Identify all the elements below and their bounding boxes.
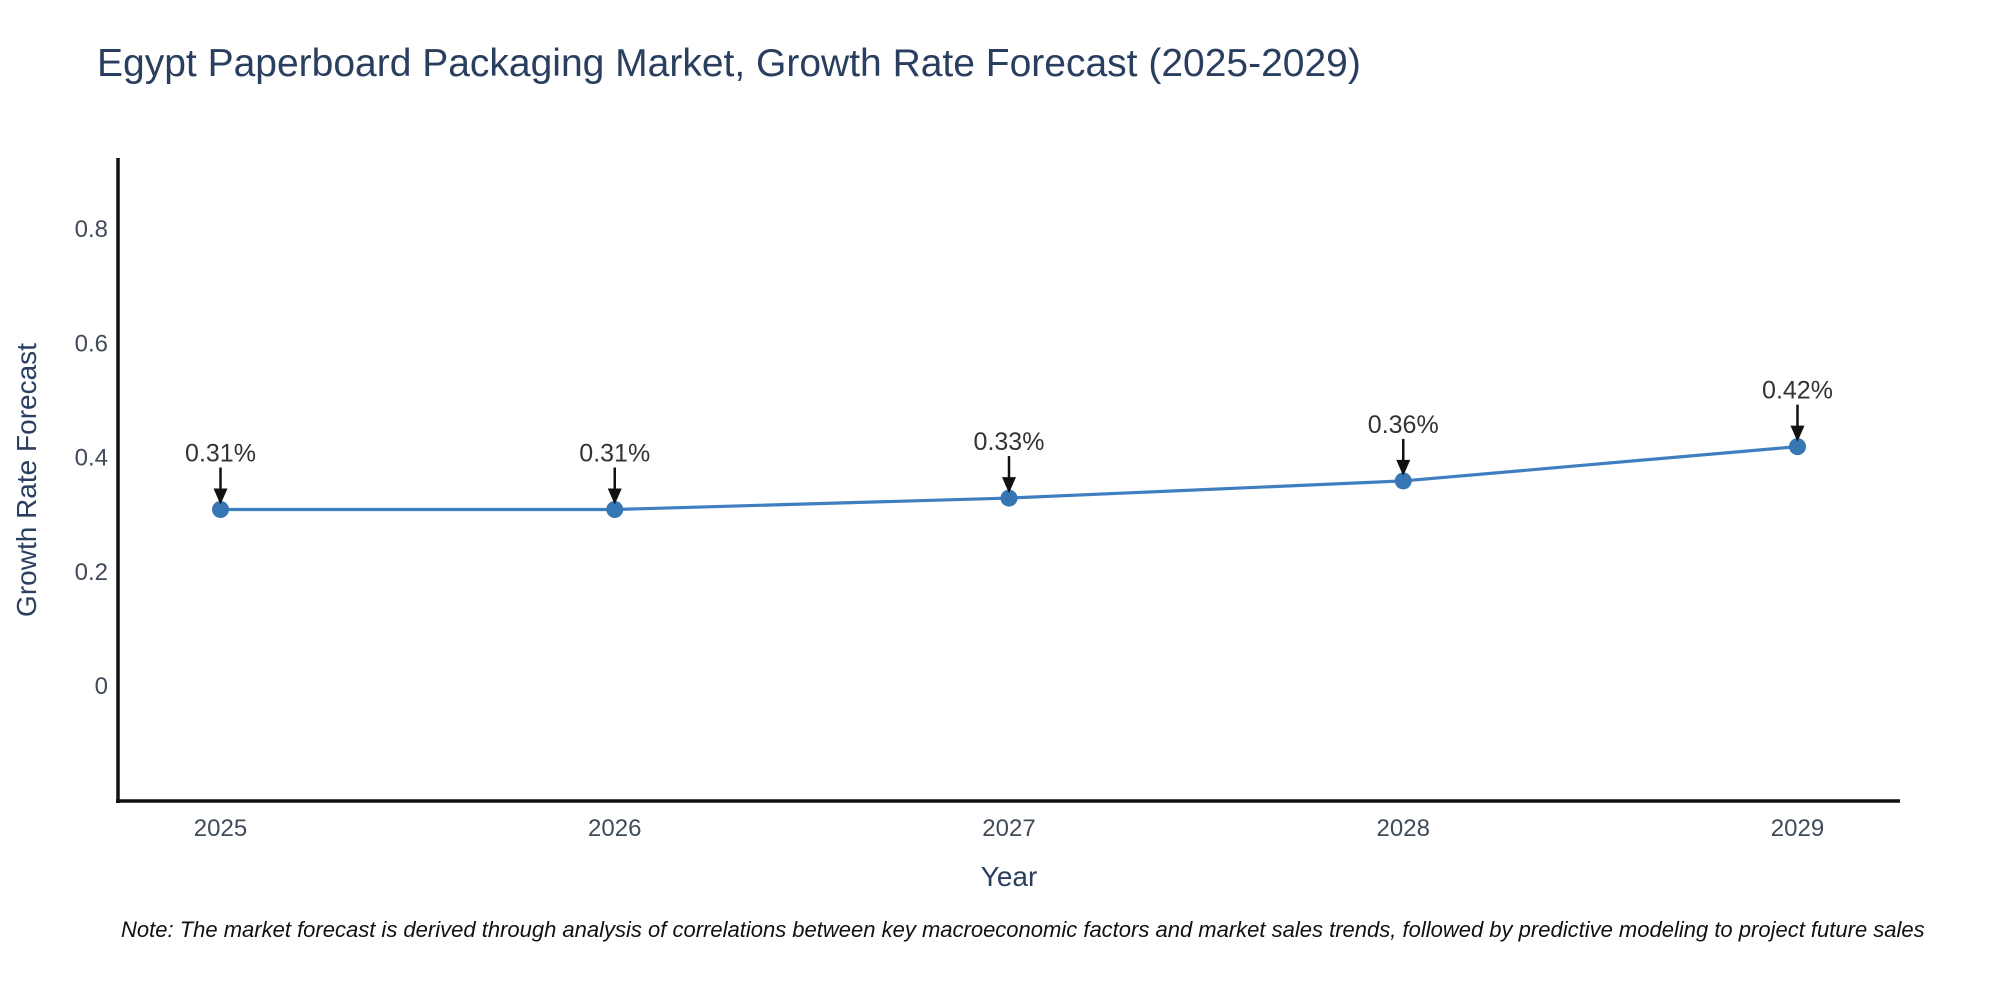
y-tick-label: 0.2 bbox=[75, 559, 108, 586]
data-point bbox=[606, 501, 624, 519]
data-point bbox=[212, 501, 230, 519]
annotation-label: 0.42% bbox=[1762, 377, 1833, 405]
y-axis-title: Growth Rate Forecast bbox=[11, 343, 42, 617]
y-tick-label: 0.4 bbox=[75, 445, 108, 472]
x-axis-title: Year bbox=[980, 861, 1038, 892]
x-tick-label: 2027 bbox=[982, 815, 1035, 842]
x-tick-label: 2025 bbox=[194, 815, 247, 842]
annotation-arrowhead bbox=[213, 488, 228, 505]
annotation-label: 0.33% bbox=[974, 428, 1045, 456]
annotation-label: 0.31% bbox=[185, 440, 256, 468]
annotation-label: 0.31% bbox=[579, 440, 650, 468]
annotation-arrowhead bbox=[1002, 477, 1016, 494]
x-tick-label: 2026 bbox=[588, 815, 641, 842]
annotation-label: 0.36% bbox=[1368, 411, 1439, 439]
x-tick-label: 2029 bbox=[1771, 815, 1824, 842]
chart-title: Egypt Paperboard Packaging Market, Growt… bbox=[97, 42, 1361, 85]
annotation-arrowhead bbox=[1790, 425, 1805, 442]
data-point bbox=[1788, 438, 1806, 456]
y-tick-label: 0 bbox=[95, 673, 108, 700]
annotation-arrowhead bbox=[1396, 459, 1411, 476]
annotation-arrowhead bbox=[607, 488, 622, 505]
footnote: Note: The market forecast is derived thr… bbox=[121, 917, 1925, 942]
y-tick-label: 0.8 bbox=[75, 216, 108, 243]
x-tick-label: 2028 bbox=[1377, 815, 1430, 842]
data-point bbox=[1394, 472, 1412, 490]
data-point bbox=[1000, 489, 1018, 507]
y-tick-label: 0.6 bbox=[75, 330, 108, 357]
